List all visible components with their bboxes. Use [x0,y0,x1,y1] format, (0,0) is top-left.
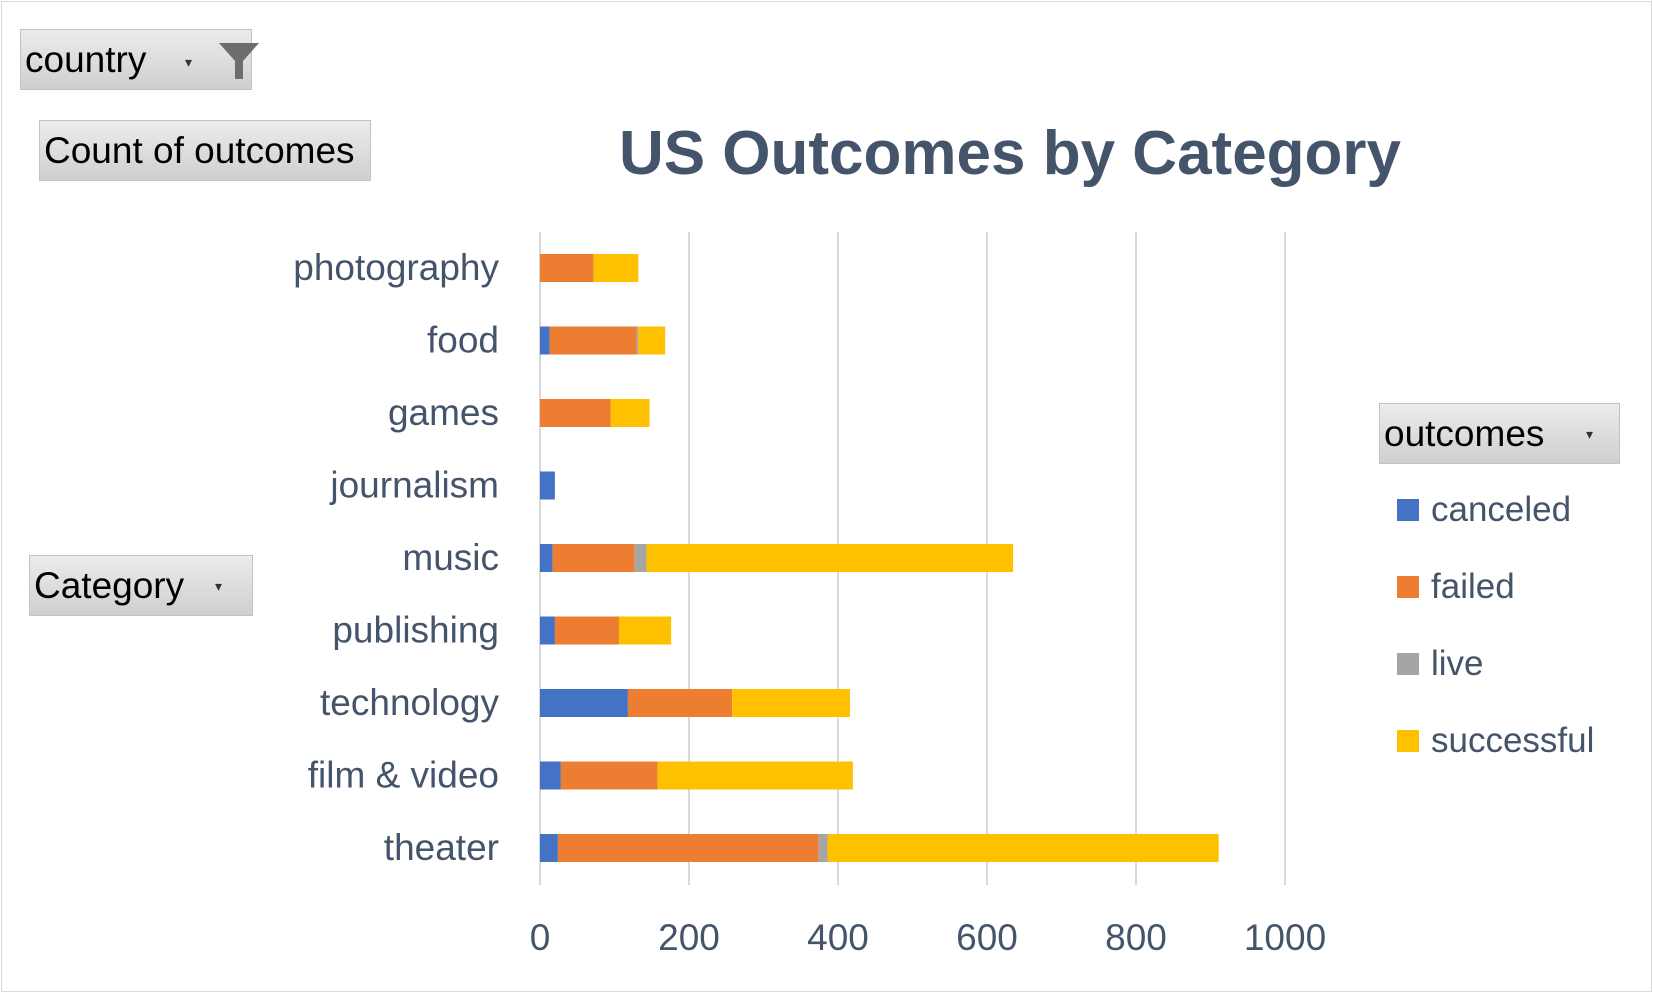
bar-failed [557,834,819,862]
category-label: photography [293,247,499,288]
category-field-button[interactable]: Category ▾ [29,555,253,616]
legend-swatch [1397,730,1419,752]
chevron-down-icon[interactable]: ▾ [215,578,223,594]
category-field-label: Category [34,564,185,606]
legend-label: failed [1431,567,1515,606]
bar-successful [732,689,850,717]
bar-successful [610,399,650,427]
values-field-label: Count of outcomes [44,129,355,171]
bar-failed [627,689,733,717]
legend-label: successful [1431,721,1595,760]
category-label: publishing [332,610,499,651]
category-label: theater [384,827,499,868]
bar-successful [618,616,672,645]
bar-successful [646,544,1014,572]
bar-successful [657,761,853,790]
legend-item-successful[interactable]: successful [1397,721,1594,761]
bar-live [634,544,647,572]
bar-canceled [540,689,628,717]
bar-canceled [540,761,561,790]
category-label: music [402,537,499,578]
bar-canceled [540,544,553,572]
legend-item-live[interactable]: live [1397,644,1484,684]
legend-swatch [1397,653,1419,675]
country-filter-button[interactable]: country ▾ [20,29,259,90]
legend-item-failed[interactable]: failed [1397,567,1515,607]
x-tick-label: 200 [658,917,720,958]
bar-failed [540,399,611,427]
legend-swatch [1397,499,1419,521]
bar-live [818,834,828,862]
bar-canceled [540,326,550,355]
category-label: journalism [329,465,499,506]
bar-failed [540,254,594,282]
x-tick-label: 800 [1105,917,1167,958]
legend-swatch [1397,576,1419,598]
category-label: games [388,392,499,433]
bar-failed [549,326,637,355]
x-tick-label: 0 [530,917,551,958]
bar-failed [554,616,619,645]
bar-successful [638,326,666,355]
chart-title: US Outcomes by Category [618,119,1402,188]
bar-canceled [540,834,558,862]
legend-item-canceled[interactable]: canceled [1397,490,1571,530]
x-tick-label: 400 [807,917,869,958]
bar-canceled [540,616,555,645]
country-filter-label: country [25,38,147,80]
outcomes-field-button[interactable]: outcomes ▾ [1379,403,1620,464]
x-tick-label: 1000 [1244,917,1326,958]
x-tick-label: 600 [956,917,1018,958]
bar-failed [552,544,635,572]
chevron-down-icon[interactable]: ▾ [1586,426,1594,442]
chevron-down-icon[interactable]: ▾ [185,54,193,70]
outcomes-field-label: outcomes [1384,412,1545,454]
legend-label: live [1431,644,1484,683]
bar-failed [560,761,658,790]
category-label: food [427,320,499,361]
legend-label: canceled [1431,490,1572,529]
bar-successful [827,834,1219,862]
values-field-button[interactable]: Count of outcomes [39,120,371,181]
category-label: technology [320,682,499,723]
category-label: film & video [308,755,499,796]
bar-live [636,326,639,355]
bar-canceled [540,471,555,500]
filter-icon [217,40,261,87]
bar-successful [593,254,639,282]
